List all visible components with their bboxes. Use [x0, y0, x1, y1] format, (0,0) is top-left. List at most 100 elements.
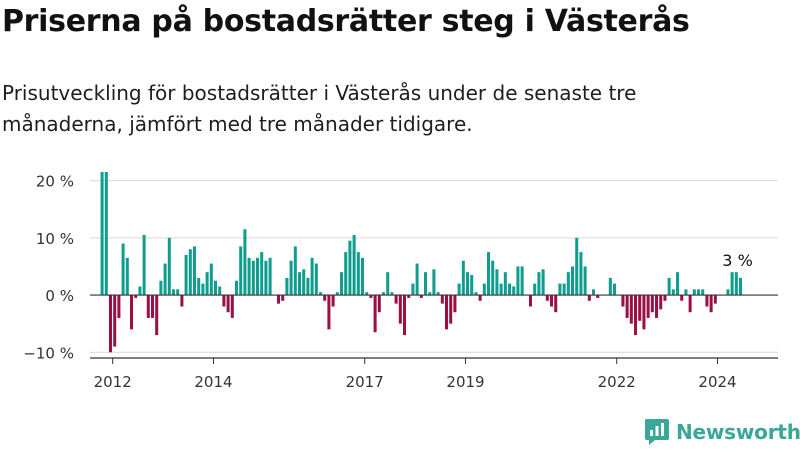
bar — [226, 295, 230, 313]
bar — [218, 286, 222, 296]
bar — [466, 272, 470, 296]
bar — [264, 260, 268, 296]
bar — [205, 272, 209, 296]
bar — [457, 283, 461, 296]
bar — [100, 172, 104, 296]
bar — [470, 275, 474, 296]
x-tick-label: 2017 — [346, 373, 384, 391]
bar — [684, 289, 688, 296]
x-tick-label: 2012 — [94, 373, 132, 391]
bar — [592, 289, 596, 296]
bar — [663, 295, 667, 301]
newsworthy-brand-name: Newsworthy — [676, 420, 800, 444]
bar — [335, 292, 339, 296]
bar — [382, 292, 386, 296]
y-tick-label: 0 % — [45, 287, 74, 305]
bar — [478, 295, 482, 301]
bar — [201, 283, 205, 296]
bar — [571, 266, 575, 296]
bar — [713, 295, 717, 304]
bar — [608, 277, 612, 296]
bar — [339, 272, 344, 296]
bar — [373, 295, 377, 333]
bar — [655, 295, 659, 318]
bar — [323, 295, 327, 301]
bar — [583, 266, 587, 296]
y-tick-label: −10 % — [23, 344, 74, 362]
gridlines — [90, 180, 778, 353]
bar — [671, 289, 675, 296]
bar — [180, 295, 184, 307]
bar — [150, 295, 155, 318]
bar — [281, 295, 285, 301]
bar — [659, 295, 663, 310]
bar — [638, 295, 642, 321]
bar — [613, 283, 617, 296]
y-tick-label: 20 % — [36, 173, 74, 191]
bar — [596, 295, 600, 298]
bar — [134, 295, 138, 298]
bar — [512, 286, 516, 296]
bar — [398, 295, 402, 324]
bar — [306, 277, 310, 296]
bar — [327, 295, 331, 330]
bar — [403, 295, 407, 336]
bar — [394, 295, 398, 304]
bar — [726, 289, 730, 296]
bar — [129, 295, 134, 330]
bar — [360, 257, 365, 296]
bar — [163, 263, 167, 296]
bar — [709, 295, 713, 313]
bar — [705, 295, 709, 307]
bar — [155, 295, 159, 336]
bar — [289, 260, 293, 296]
bar — [487, 252, 491, 296]
bar — [146, 295, 150, 318]
latest-value-annotation: 3 % — [722, 251, 752, 270]
bar — [621, 295, 625, 307]
bar — [255, 257, 260, 296]
bar — [436, 292, 440, 296]
bar — [159, 280, 163, 296]
bar — [424, 272, 428, 296]
bar — [734, 272, 738, 296]
chart-subtitle: Prisutveckling för bostadsrätter i Väste… — [2, 81, 637, 136]
bar — [688, 295, 692, 313]
bar — [676, 272, 680, 296]
bar — [445, 295, 449, 330]
bar — [503, 272, 507, 296]
bar — [440, 295, 444, 304]
bar — [474, 292, 478, 296]
bar — [491, 260, 495, 296]
bar — [629, 295, 633, 324]
bar — [566, 272, 570, 296]
bar — [730, 272, 734, 296]
bar — [390, 292, 394, 296]
bar — [562, 283, 566, 296]
bar — [432, 269, 436, 296]
bar — [171, 289, 176, 296]
bar — [428, 292, 432, 296]
bar — [230, 295, 234, 318]
bar — [188, 249, 192, 296]
bar — [587, 295, 591, 301]
newsworthy-logo-icon — [645, 419, 669, 445]
bar — [251, 260, 255, 296]
bar — [575, 237, 579, 296]
bar — [739, 277, 743, 296]
bar — [642, 295, 646, 330]
bar — [650, 295, 654, 313]
bar — [268, 257, 272, 296]
bar — [495, 269, 499, 296]
bar — [692, 289, 696, 296]
bars — [100, 172, 743, 353]
bar — [415, 263, 419, 296]
bar — [121, 243, 125, 296]
bar — [247, 257, 251, 296]
bar — [192, 246, 197, 296]
bar — [554, 295, 558, 313]
bar — [419, 295, 423, 298]
bar — [352, 234, 356, 296]
bar — [449, 295, 453, 324]
bar — [138, 286, 142, 296]
